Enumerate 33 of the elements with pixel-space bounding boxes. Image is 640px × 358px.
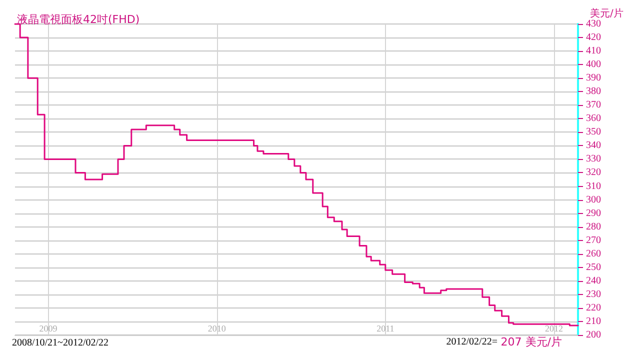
x-tick-label: 2011 — [376, 324, 394, 334]
x-tick-label: 2009 — [39, 324, 58, 334]
y-tick-label: 210 — [586, 316, 601, 327]
y-tick-label: 330 — [586, 154, 601, 165]
y-tick-label: 240 — [586, 275, 601, 286]
y-tick-label: 370 — [586, 100, 601, 111]
y-tick-label: 360 — [586, 113, 601, 124]
y-tick-label: 270 — [586, 234, 601, 246]
y-tick-label: 430 — [586, 18, 601, 30]
y-tick-label: 260 — [586, 248, 601, 260]
y-tick-label: 350 — [586, 126, 601, 138]
y-tick-label: 400 — [586, 59, 601, 70]
text: 2008/10/21~2012/02/22 — [12, 338, 109, 348]
y-tick-label: 290 — [586, 208, 601, 219]
y-tick-label: 220 — [586, 302, 601, 314]
y-tick-label: 340 — [586, 140, 601, 152]
y-tick-label: 250 — [586, 262, 601, 273]
x-tick-label: 2012 — [544, 324, 563, 334]
y-tick-label: 200 — [586, 330, 601, 340]
y-axis-title: 美元/片 — [590, 8, 624, 20]
y-tick-label: 390 — [586, 72, 601, 84]
y-tick-label: 280 — [586, 221, 601, 232]
y-tick-label: 230 — [586, 288, 601, 300]
y-tick-label: 420 — [586, 32, 601, 44]
y-tick-label: 380 — [586, 86, 601, 98]
y-tick-label: 300 — [586, 194, 601, 206]
y-tick-label: 320 — [586, 167, 601, 178]
chart-title: 液晶電視面板42吋(FHD) — [17, 13, 140, 26]
y-tick-label: 410 — [586, 46, 601, 57]
y-tick-label: 310 — [586, 180, 601, 192]
text: 2012/02/22= — [446, 336, 498, 348]
x-tick-label: 2010 — [208, 324, 226, 334]
text: 207 美元/片 — [500, 336, 562, 348]
